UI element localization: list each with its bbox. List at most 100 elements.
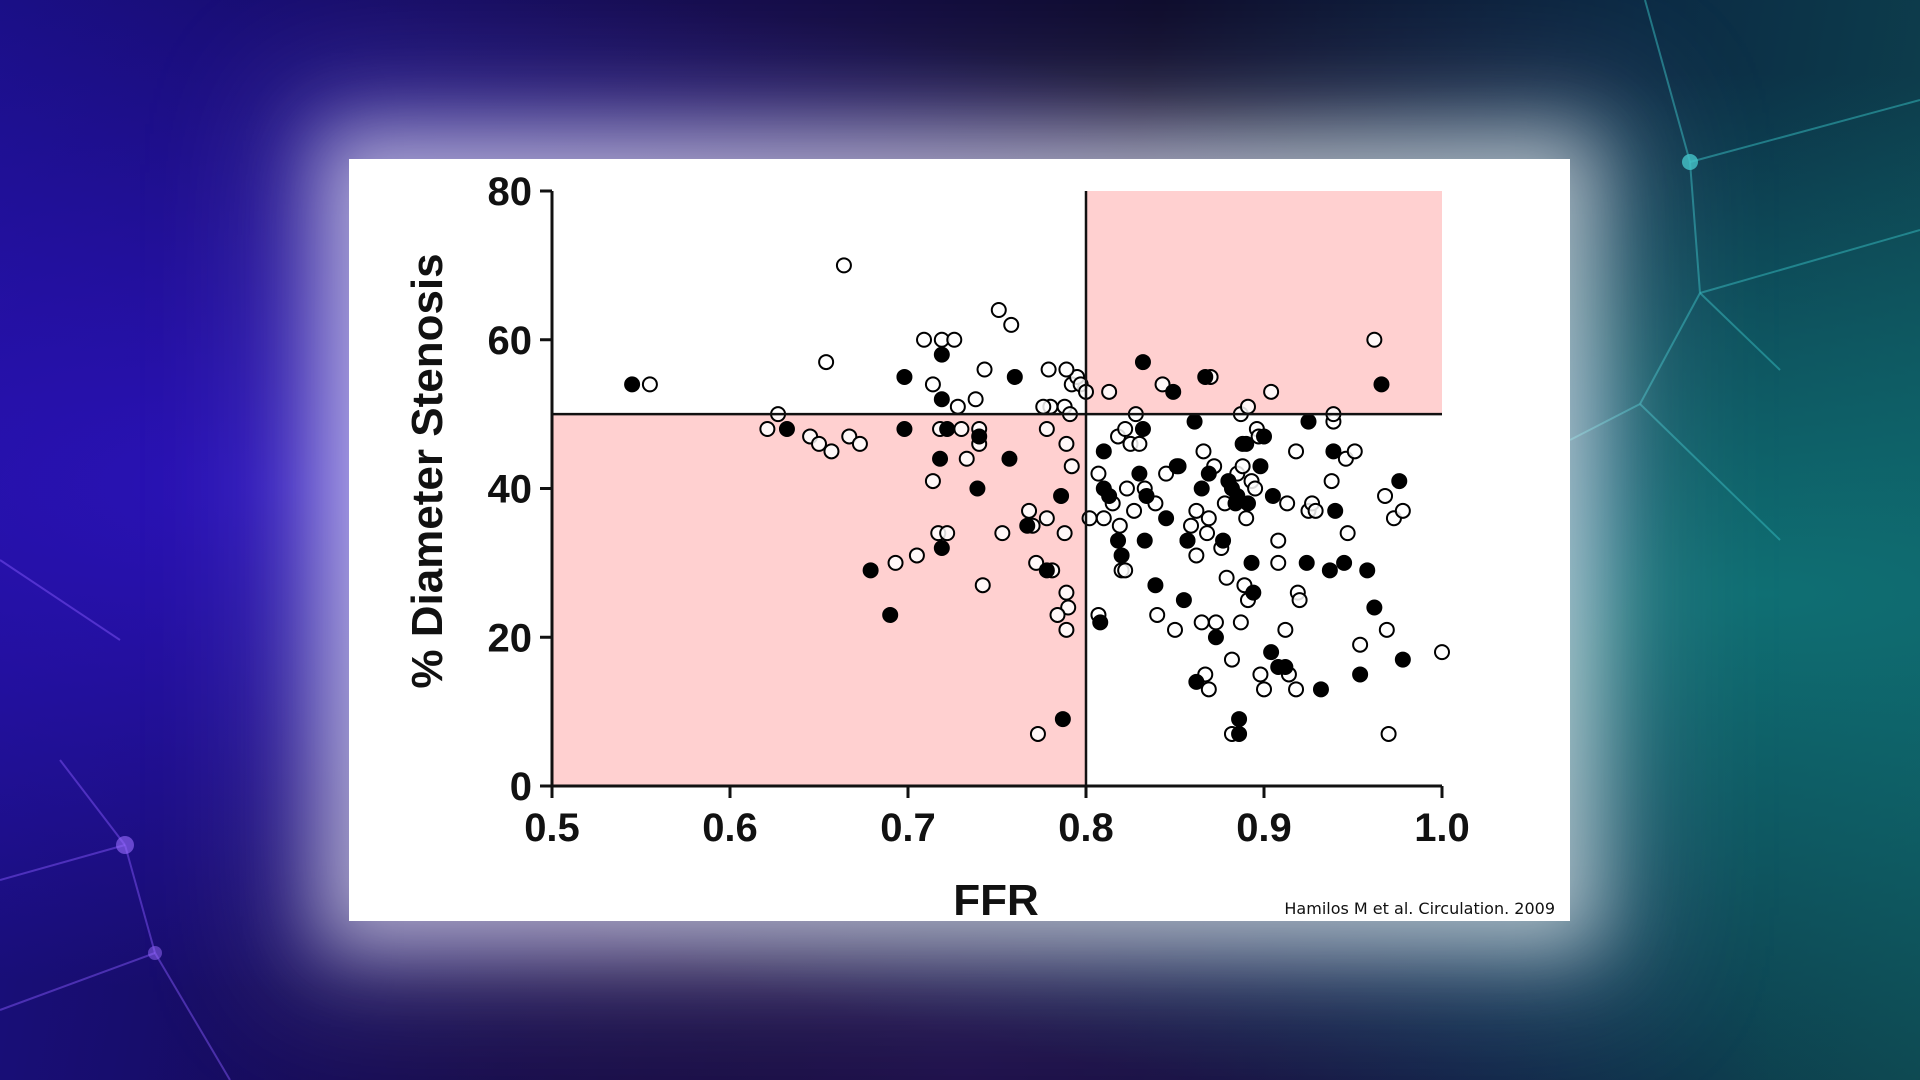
open-data-point [1056, 525, 1073, 542]
filled-data-point [1092, 614, 1109, 631]
open-data-point [1049, 606, 1066, 623]
filled-data-point [1147, 577, 1164, 594]
filled-data-point [1321, 562, 1338, 579]
open-data-point [1117, 562, 1134, 579]
open-data-point [974, 577, 991, 594]
open-data-point [1377, 487, 1394, 504]
open-data-point [1288, 681, 1305, 698]
open-data-point [1291, 592, 1308, 609]
filled-data-point [1197, 368, 1214, 385]
filled-data-point [1101, 487, 1118, 504]
open-data-point [967, 391, 984, 408]
x-tick-label: 0.9 [1236, 806, 1292, 850]
filled-data-point [1263, 644, 1280, 661]
filled-data-point [1179, 532, 1196, 549]
filled-data-point [624, 376, 641, 393]
open-data-point [1118, 480, 1135, 497]
open-data-point [1167, 621, 1183, 638]
filled-data-point [1038, 562, 1055, 579]
filled-data-point [778, 421, 795, 437]
x-axis-title: FFR [953, 876, 1039, 921]
filled-data-point [1186, 413, 1203, 430]
open-data-point [1218, 569, 1235, 586]
y-axis-title: % Diameter Stenosis [403, 253, 452, 688]
filled-data-point [1200, 465, 1217, 482]
open-data-point [1223, 651, 1240, 668]
filled-data-point [939, 421, 956, 437]
filled-data-point [1131, 465, 1148, 482]
open-data-point [939, 525, 956, 542]
open-data-point [1234, 458, 1251, 475]
filled-data-point [1391, 473, 1408, 490]
open-data-point [1035, 398, 1052, 415]
filled-data-point [862, 562, 879, 579]
open-data-point [759, 421, 776, 437]
open-data-point [1378, 621, 1395, 638]
open-data-point [1346, 443, 1363, 460]
open-data-point [1149, 606, 1166, 623]
open-data-point [818, 354, 835, 371]
filled-data-point [1394, 651, 1411, 668]
open-data-point [1270, 554, 1287, 571]
open-data-point [1263, 383, 1280, 400]
open-data-point [1101, 383, 1118, 400]
reference-lines [552, 191, 1442, 786]
filled-data-point [1277, 659, 1294, 675]
filled-data-point [1019, 517, 1036, 534]
open-data-point [1339, 525, 1356, 542]
open-data-point [835, 257, 852, 274]
open-data-point [1207, 614, 1224, 631]
filled-data-point [1373, 376, 1390, 393]
open-data-point [1323, 473, 1340, 490]
filled-data-point [1352, 666, 1369, 683]
filled-data-point [969, 480, 986, 497]
open-data-point [946, 331, 963, 348]
y-tick-label: 20 [488, 616, 533, 660]
open-data-point [1366, 331, 1383, 348]
filled-data-point [1001, 450, 1018, 467]
y-tick-label: 60 [488, 319, 533, 363]
open-data-point [1352, 636, 1369, 653]
filled-data-point [1215, 532, 1232, 549]
open-data-point [1154, 376, 1171, 393]
open-data-point [1200, 681, 1217, 698]
open-data-point [924, 473, 941, 490]
open-data-point [1060, 599, 1077, 616]
filled-data-point [1193, 480, 1210, 497]
filled-data-point [1165, 383, 1182, 400]
filled-data-point [1231, 711, 1248, 728]
y-tick-label: 40 [488, 468, 533, 512]
filled-data-point [882, 606, 899, 623]
scatter-chart: 0.5 0.6 0.7 0.8 0.9 1.0 0 20 40 60 80 FFR % Diamet… [403, 170, 1470, 921]
filled-data-point [896, 421, 913, 437]
open-data-point [908, 547, 925, 564]
open-data-point [1117, 421, 1134, 437]
open-data-point [1232, 614, 1249, 631]
filled-data-point [1158, 510, 1175, 527]
filled-data-point [1054, 711, 1071, 728]
filled-data-point [933, 540, 950, 556]
filled-data-point [1359, 562, 1376, 579]
x-tick-label: 0.5 [524, 806, 580, 850]
filled-data-point [1229, 487, 1246, 504]
tick-labels: 0.5 0.6 0.7 0.8 0.9 1.0 0 20 40 60 80 [488, 170, 1470, 850]
open-data-point [976, 361, 993, 378]
open-data-point [1238, 510, 1255, 527]
open-data-point [1199, 525, 1216, 542]
open-data-point [924, 376, 941, 393]
open-data-point [1288, 443, 1305, 460]
filled-data-point [1336, 554, 1353, 571]
filled-data-point [1168, 458, 1185, 475]
open-data-point [994, 525, 1011, 542]
filled-data-point [932, 450, 949, 467]
x-tick-label: 0.7 [880, 806, 936, 850]
chart-panel: 0.5 0.6 0.7 0.8 0.9 1.0 0 20 40 60 80 FFR % Diamet… [349, 159, 1570, 921]
open-data-point [1063, 458, 1080, 475]
open-data-point [916, 331, 933, 348]
filled-data-point [896, 368, 913, 385]
filled-data-point [1243, 554, 1260, 571]
open-data-point [1239, 398, 1256, 415]
open-data-point [1029, 725, 1046, 742]
open-data-point [1058, 621, 1075, 638]
